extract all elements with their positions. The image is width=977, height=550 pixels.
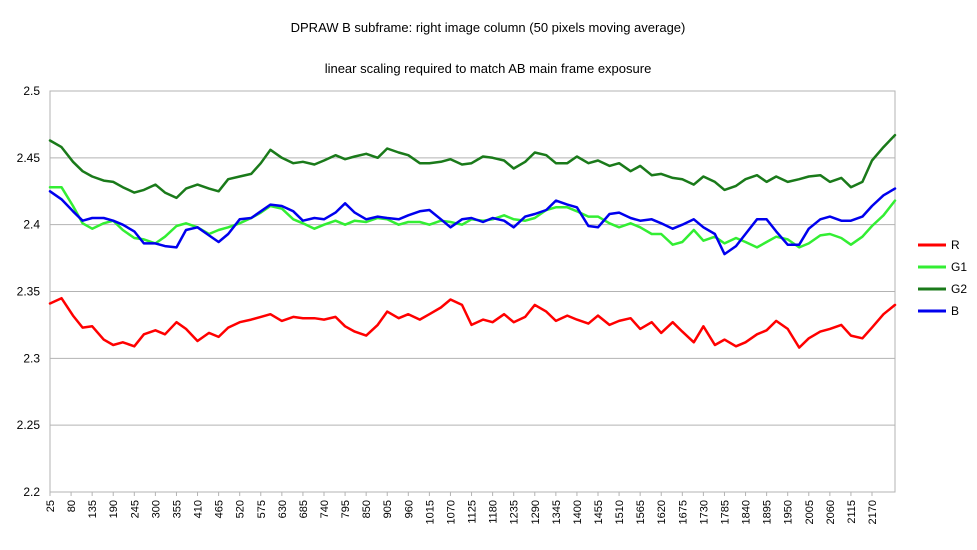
x-tick-label: 410 — [193, 500, 205, 518]
x-tick-label: 1950 — [783, 500, 795, 524]
x-tick-label: 1565 — [635, 500, 647, 524]
x-tick-label: 685 — [298, 500, 310, 518]
x-tick-label: 300 — [150, 500, 162, 518]
x-tick-label: 135 — [87, 500, 99, 518]
x-tick-label: 905 — [382, 500, 394, 518]
y-tick-label: 2.35 — [17, 285, 41, 299]
x-tick-label: 1510 — [614, 500, 626, 524]
x-tick-label: 1620 — [656, 500, 668, 524]
x-tick-label: 25 — [45, 500, 57, 512]
chart-subtitle: linear scaling required to match AB main… — [325, 61, 652, 76]
x-tick-label: 1070 — [445, 500, 457, 524]
series-line-g2 — [48, 133, 897, 200]
grid-layer — [49, 90, 896, 493]
y-tick-label: 2.4 — [23, 218, 40, 232]
x-tick-label: 190 — [108, 500, 120, 518]
y-tick-label: 2.25 — [17, 418, 41, 432]
series-line-r — [48, 296, 897, 349]
series-layer — [48, 133, 897, 349]
chart-title: DPRAW B subframe: right image column (50… — [291, 20, 686, 35]
x-tick-label: 1125 — [467, 500, 479, 524]
x-tick-label: 1345 — [551, 500, 563, 524]
x-tick-label: 1015 — [424, 500, 436, 524]
x-tick-label: 520 — [235, 500, 247, 518]
y-tick-label: 2.3 — [23, 351, 40, 365]
x-tick-label: 2170 — [867, 500, 879, 524]
x-tick-label: 2115 — [846, 500, 858, 524]
x-tick-label: 1455 — [593, 500, 605, 524]
legend-label-g2: G2 — [951, 282, 967, 296]
series-line-b — [48, 187, 897, 256]
x-tick-label: 465 — [214, 500, 226, 518]
x-tick-label: 1730 — [698, 500, 710, 524]
y-tick-label: 2.2 — [23, 485, 40, 499]
axis-layer: 2.2 2.25 2.3 2.35 2.4 2.45 2.5 25 80 135 190 245 300… — [17, 84, 879, 524]
plot-area-border — [49, 90, 896, 493]
legend-label-r: R — [951, 238, 960, 252]
x-tick-label: 960 — [403, 500, 415, 518]
x-tick-label: 850 — [361, 500, 373, 518]
x-tick-label: 2005 — [804, 500, 816, 524]
x-tick-label: 630 — [277, 500, 289, 518]
x-tick-label: 1675 — [677, 500, 689, 524]
x-tick-label: 1895 — [762, 500, 774, 524]
y-tick-label: 2.5 — [23, 84, 40, 98]
y-tick-label: 2.45 — [17, 151, 41, 165]
x-tick-label: 1400 — [572, 500, 584, 524]
x-tick-label: 1290 — [530, 500, 542, 524]
legend-label-g1: G1 — [951, 260, 967, 274]
x-tick-label: 1235 — [509, 500, 521, 524]
x-tick-label: 1180 — [488, 500, 500, 524]
x-tick-label: 2060 — [825, 500, 837, 524]
x-tick-label: 80 — [66, 500, 78, 512]
x-tick-label: 795 — [340, 500, 352, 518]
x-tick-label: 355 — [171, 500, 183, 518]
x-tick-label: 740 — [319, 500, 331, 518]
x-tick-label: 1840 — [741, 500, 753, 524]
legend: R G1 G2 B — [918, 238, 967, 318]
x-tick-label: 1785 — [719, 500, 731, 524]
x-tick-label: 575 — [256, 500, 268, 518]
x-tick-label: 245 — [129, 500, 141, 518]
legend-label-b: B — [951, 304, 959, 318]
